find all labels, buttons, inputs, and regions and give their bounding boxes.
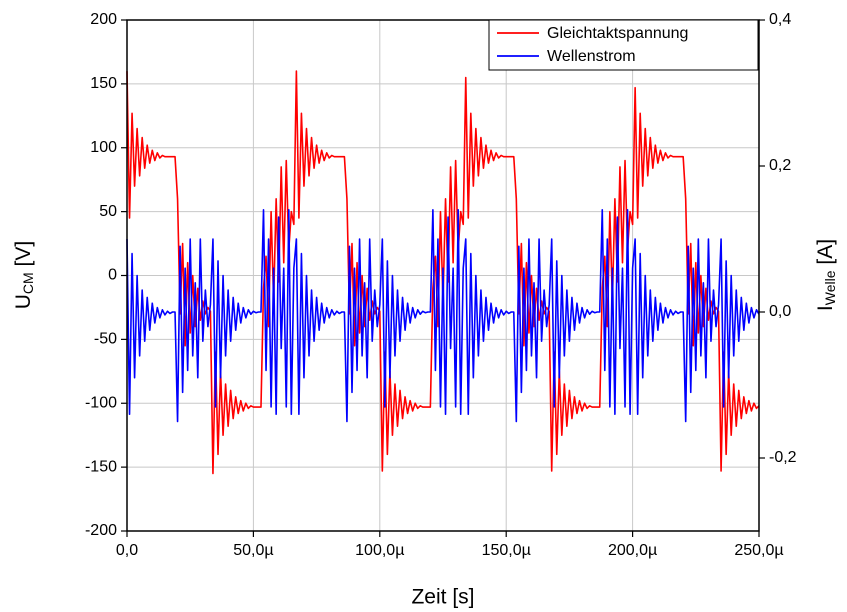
x-tick-label: 250,0µ	[734, 542, 783, 559]
y2-label-main: I	[814, 305, 837, 311]
y2-label-unit: [A]	[814, 239, 837, 271]
x-tick-label: 0,0	[116, 542, 138, 559]
axes: 0,0 50,0µ 100,0µ 150,0µ 200,0µ 250,0µ -200 -150…	[85, 11, 797, 559]
data-line	[126, 209, 760, 423]
y-label-main: U	[12, 294, 35, 309]
y2-label-sub: Welle	[822, 270, 838, 305]
y-tick-label: 150	[90, 75, 117, 92]
y-tick-label: 50	[99, 203, 117, 220]
y-tick-label: 0	[108, 267, 117, 284]
x-tick-label: 50,0µ	[233, 542, 273, 559]
y-tick-label: 100	[90, 139, 117, 156]
y-axis-label: UCM [V]	[12, 241, 36, 309]
y-label-sub: CM	[20, 272, 36, 294]
y2-tick-label: 0,0	[769, 303, 791, 320]
y2-tick-label: 0,2	[769, 157, 791, 174]
legend-label: Gleichtaktspannung	[547, 25, 688, 42]
y2-tick-label: -0,2	[769, 449, 797, 466]
x-tick-label: 200,0µ	[608, 542, 657, 559]
y-tick-label: -100	[85, 394, 117, 411]
legend-box	[488, 19, 759, 71]
y-label-unit: [V]	[12, 241, 35, 273]
y-tick-label: -200	[85, 522, 117, 539]
y-tick-label: 200	[90, 11, 117, 28]
y2-tick-label: 0,4	[769, 11, 791, 28]
x-axis-label: Zeit [s]	[411, 586, 474, 609]
legend: Gleichtaktspannung Wellenstrom	[488, 19, 759, 71]
y-tick-label: -50	[94, 331, 117, 348]
x-tick-label: 150,0µ	[482, 542, 531, 559]
legend-label: Wellenstrom	[547, 48, 636, 65]
y-tick-label: -150	[85, 458, 117, 475]
x-tick-label: 100,0µ	[355, 542, 404, 559]
y2-axis-label: IWelle [A]	[814, 239, 838, 311]
plot-area	[126, 70, 760, 475]
